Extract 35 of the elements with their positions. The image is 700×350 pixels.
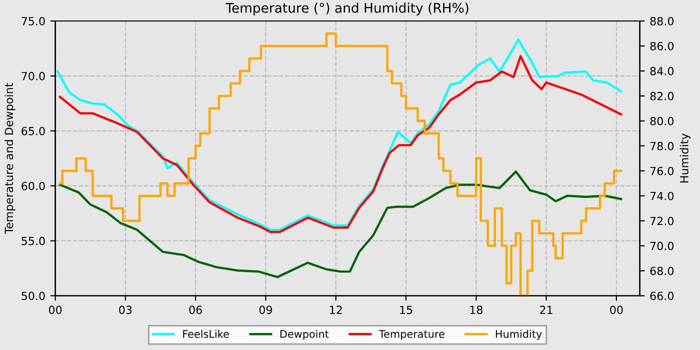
y-tick-label: 55.0	[22, 236, 45, 246]
y-axis-title: Temperature and Dewpoint	[4, 83, 16, 234]
y2-tick-label: 68.0	[650, 266, 674, 276]
y2-tick-label: 76.0	[650, 166, 674, 176]
y2-tick-label: 74.0	[650, 192, 674, 200]
y2-tick-label: 66.0	[650, 292, 674, 300]
y-tick-label: 65.0	[22, 126, 45, 136]
x-tick-label: 12	[330, 306, 342, 314]
x-tick-label: 09	[259, 306, 272, 314]
y2-tick-label: 86.0	[650, 42, 674, 50]
y-tick-label: 75.0	[22, 16, 45, 26]
y2-tick-label: 70.0	[650, 242, 674, 250]
y2-tick-label: 72.0	[650, 216, 674, 226]
chart-title: Temperature (°) and Humidity (RH%)	[226, 2, 468, 16]
y2-tick-label: 84.0	[650, 66, 674, 76]
line-series	[58, 170, 622, 278]
y2-tick-label: 88.0	[650, 16, 674, 26]
y2-tick-label: 82.0	[650, 92, 674, 100]
y2-tick-label: 78.0	[650, 142, 674, 150]
x-tick-label: 18	[470, 306, 482, 314]
legend-label: Temperature	[378, 330, 444, 340]
y2-axis-title: Humidity	[680, 134, 691, 182]
y-tick-label: 70.0	[22, 72, 45, 80]
y-tick-label: 60.0	[22, 182, 45, 190]
x-tick-label: 00	[610, 306, 623, 314]
y-tick-label: 50.0	[22, 292, 45, 300]
y2-tick-label: 80.0	[650, 116, 674, 126]
x-tick-label: 21	[540, 306, 552, 314]
x-tick-label: 15	[400, 306, 412, 314]
legend-label: Dewpoint	[280, 330, 329, 340]
x-tick-label: 00	[48, 306, 62, 314]
legend-label: FeelsLike	[183, 330, 229, 338]
x-tick-label: 06	[189, 306, 202, 314]
legend-label: Humidity	[496, 330, 542, 340]
x-tick-label: 03	[119, 306, 132, 314]
